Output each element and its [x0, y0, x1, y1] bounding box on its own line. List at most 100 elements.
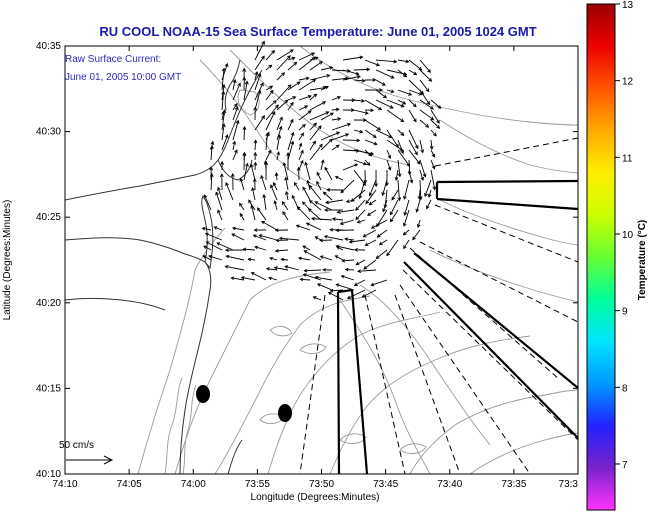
current-vector: [254, 40, 265, 61]
current-vector: [357, 269, 377, 274]
current-vector: [314, 201, 333, 211]
map-area: [65, 46, 578, 474]
current-vector: [260, 174, 267, 191]
current-vector: [353, 78, 366, 83]
current-vector: [276, 72, 286, 81]
current-vector: [243, 80, 249, 101]
current-vector: [287, 140, 295, 161]
current-vector: [213, 226, 223, 231]
current-vector: [336, 209, 355, 214]
current-vector: [322, 191, 333, 201]
current-vector: [353, 98, 366, 103]
current-vector: [265, 104, 279, 121]
current-vector: [225, 248, 245, 252]
current-vector: [394, 169, 399, 182]
current-vector: [389, 209, 399, 223]
current-vector: [265, 100, 277, 111]
current-vector: [408, 149, 421, 165]
current-vector: [221, 134, 229, 151]
current-vector: [221, 123, 226, 141]
current-vector: [310, 216, 333, 221]
current-vector: [265, 111, 276, 131]
current-vector: [204, 232, 223, 241]
current-vector: [305, 222, 322, 231]
current-vector: [320, 159, 325, 171]
current-vector: [397, 89, 413, 96]
current-vector: [254, 245, 267, 251]
current-vector: [331, 107, 340, 112]
current-vector: [282, 161, 289, 181]
current-vector: [342, 108, 355, 112]
current-vector: [429, 139, 434, 150]
current-vector: [295, 224, 311, 231]
current-vector: [308, 184, 322, 201]
current-vector: [265, 64, 273, 71]
current-vector: [403, 239, 410, 250]
current-vector: [331, 122, 352, 131]
radial-lines: [299, 137, 579, 475]
current-vector: [408, 169, 414, 184]
current-vector: [254, 55, 265, 71]
current-vector: [239, 177, 245, 191]
colorbar-ticks: 13 12 11 10 9 8 7: [615, 0, 634, 471]
current-vector: [308, 199, 322, 211]
current-vector: [232, 78, 237, 91]
current-vector: [253, 161, 258, 171]
current-vector: [353, 279, 366, 286]
current-vector: [370, 219, 388, 229]
current-vector: [364, 239, 377, 246]
current-vector: [346, 289, 366, 300]
current-vector: [316, 171, 322, 181]
current-vector: [335, 283, 355, 291]
current-vector: [402, 229, 410, 236]
current-vector: [286, 152, 290, 171]
current-vector: [219, 173, 224, 191]
current-vector: [430, 149, 436, 158]
x-tick-label: 73:3: [559, 479, 579, 490]
current-vector: [239, 212, 245, 221]
current-vector: [298, 132, 304, 141]
current-vector: [276, 134, 282, 151]
current-vector: [309, 61, 323, 71]
current-vector: [335, 228, 355, 233]
current-vector: [368, 179, 377, 197]
current-vector: [415, 199, 421, 213]
current-vector: [209, 145, 214, 161]
current-vector: [419, 59, 431, 73]
current-vector: [375, 99, 394, 109]
current-vector: [253, 106, 258, 121]
current-vector: [287, 101, 294, 111]
current-vector: [340, 179, 355, 194]
current-vector: [325, 199, 344, 205]
current-vector: [355, 199, 366, 211]
current-vector: [353, 129, 364, 134]
current-vector: [298, 76, 310, 81]
current-vector: [276, 84, 292, 101]
current-vector: [350, 189, 366, 202]
current-vector: [303, 268, 322, 273]
current-vector: [344, 267, 355, 272]
current-vector: [221, 90, 226, 111]
current-vector: [419, 69, 433, 82]
current-vector: [296, 166, 301, 181]
current-vector: [309, 140, 316, 151]
current-vector: [327, 291, 344, 301]
colorbar-tick-label: 9: [622, 307, 628, 318]
current-vector: [287, 118, 294, 131]
current-vector: [202, 255, 212, 261]
current-vector: [284, 265, 300, 271]
y-tick-label: 40:15: [36, 383, 61, 394]
current-vector: [417, 189, 422, 200]
current-vector: [232, 102, 238, 111]
current-vector: [376, 209, 388, 228]
surface-current-vectors: [201, 40, 442, 301]
current-vector: [364, 88, 384, 92]
current-vector: [364, 139, 378, 146]
current-vector: [240, 276, 256, 281]
sandy-hook: [201, 195, 214, 270]
current-vector: [419, 119, 430, 128]
y-tick-label: 40:20: [36, 298, 61, 309]
current-vector: [348, 239, 366, 244]
colorbar-label: Temperature (°C): [637, 220, 648, 301]
current-vector: [253, 228, 267, 232]
